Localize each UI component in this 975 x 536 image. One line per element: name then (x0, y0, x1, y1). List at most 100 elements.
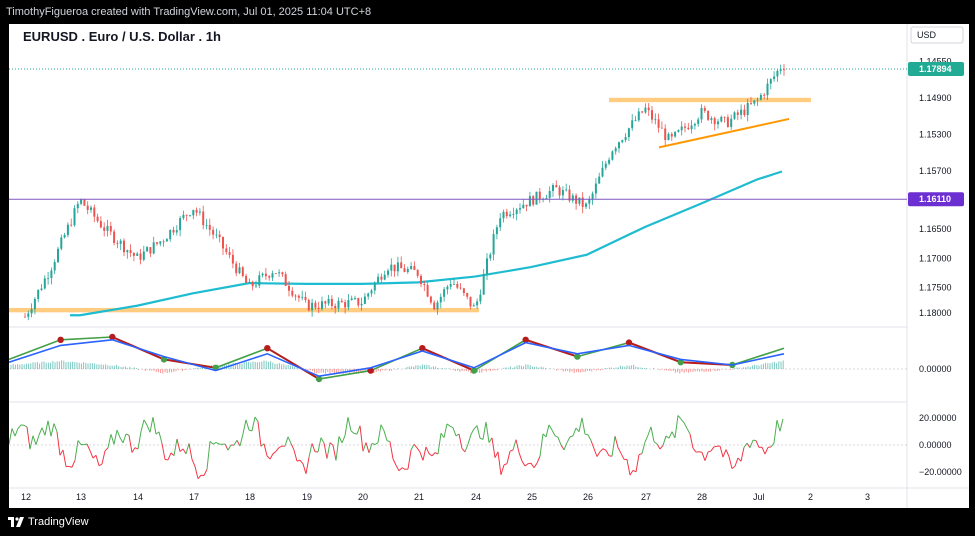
candle-body (156, 242, 158, 244)
candle (476, 298, 479, 309)
candle-body (360, 303, 363, 306)
candle-body (423, 284, 426, 285)
mom-segment (227, 444, 232, 451)
mom-segment (299, 459, 304, 465)
x-tick-label: 26 (583, 492, 593, 502)
candle (179, 215, 182, 237)
mom-segment (188, 443, 193, 460)
mom-segment (359, 425, 364, 452)
candle (535, 191, 538, 205)
candle-body (43, 278, 46, 289)
mom-segment (11, 428, 16, 437)
candle-body (532, 196, 535, 205)
mom-segment (560, 444, 565, 451)
candle-body (710, 118, 713, 120)
mom-segment (50, 423, 55, 437)
mom-segment (626, 459, 631, 476)
candle (436, 300, 439, 315)
mom-segment (776, 420, 781, 432)
mom-segment (71, 460, 76, 468)
candle (208, 218, 211, 236)
candle-body (129, 250, 132, 253)
candle (733, 111, 736, 120)
chart-panel[interactable]: USD 1.18000 1.17500 1.17000 1.16500 1.15700 1.… (9, 24, 969, 508)
candle (766, 78, 769, 100)
mom-segment (410, 444, 415, 451)
mom-segment (92, 454, 97, 459)
candle (726, 114, 729, 128)
candle-body (769, 79, 772, 84)
mom-segment (707, 450, 712, 453)
mom-segment (728, 456, 733, 469)
candle (710, 116, 713, 124)
candle (608, 157, 611, 166)
candle (396, 256, 399, 277)
candle (33, 297, 36, 315)
candle-body (697, 119, 700, 124)
candle-body (654, 119, 657, 121)
osc-zero-label: 0.00000 (919, 364, 952, 374)
candle-body (670, 133, 673, 137)
candle (462, 287, 465, 297)
candle (99, 216, 102, 229)
mom-segment (431, 452, 436, 457)
candle-body (347, 300, 350, 308)
candle-body (449, 284, 452, 287)
candle (218, 230, 221, 243)
x-tick-label: 20 (358, 492, 368, 502)
mom-segment (605, 450, 610, 457)
candle-body (136, 253, 139, 256)
candle (50, 267, 53, 285)
candle (123, 238, 125, 257)
candle-body (406, 268, 409, 272)
chart-canvas[interactable]: USD 1.18000 1.17500 1.17000 1.16500 1.15700 1.… (9, 24, 969, 508)
mom-segment (233, 440, 238, 446)
y-tick-label: 1.16500 (919, 224, 952, 234)
mom-segment (176, 438, 181, 452)
mom-segment (488, 437, 493, 443)
tradingview-logo[interactable]: TradingView (8, 516, 89, 528)
candle (370, 288, 373, 297)
x-tick-label: 12 (21, 492, 31, 502)
mom-segment (344, 417, 349, 436)
candle (172, 226, 175, 236)
mom-segment (356, 425, 361, 435)
mom-segment (683, 422, 688, 429)
candle-body (647, 107, 650, 111)
mom-segment (401, 467, 406, 470)
support-zone (9, 307, 479, 313)
candle-body (294, 295, 297, 297)
mom-segment (206, 441, 211, 470)
candle-body (261, 273, 264, 276)
candle (654, 113, 657, 125)
candle (588, 195, 591, 209)
current-price-badge (908, 62, 964, 77)
mom-segment (134, 447, 139, 450)
mom-segment (119, 437, 124, 444)
mom-segment (725, 449, 730, 457)
candle (495, 224, 498, 240)
mom-segment (332, 445, 337, 461)
candle-body (469, 296, 472, 307)
mom-segment (563, 442, 568, 451)
candle (555, 180, 558, 188)
mom-segment (413, 443, 418, 449)
candle (647, 102, 650, 116)
candle-body (660, 127, 663, 129)
candle-body (192, 209, 195, 216)
candle-body (502, 211, 505, 219)
mom-segment (581, 417, 586, 435)
candle (248, 278, 251, 283)
mom-segment (398, 467, 403, 472)
candle-body (783, 69, 785, 71)
mom-segment (161, 443, 166, 460)
mom-segment (722, 449, 727, 458)
candle-body (291, 290, 294, 296)
mom-segment (524, 463, 529, 467)
candle-body (393, 264, 396, 272)
candle-body (169, 229, 172, 240)
candle-body (733, 112, 736, 119)
candle (30, 303, 33, 318)
candle (76, 201, 79, 214)
candle (591, 191, 594, 205)
